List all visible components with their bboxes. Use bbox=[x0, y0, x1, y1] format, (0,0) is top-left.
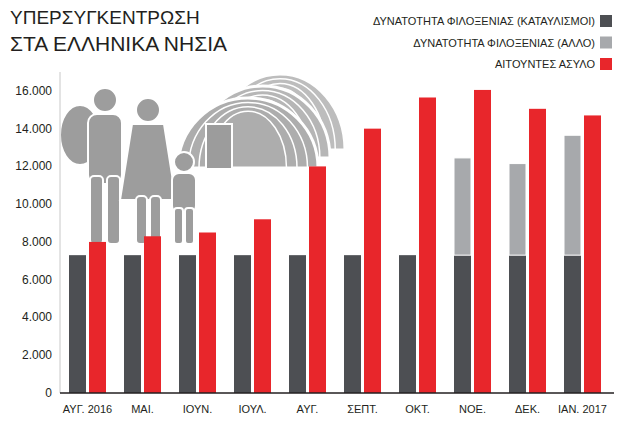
chart: ΥΠΕΡΣΥΓΚΕΝΤΡΩΣΗ ΣΤΑ ΕΛΛΗΝΙΚΑ ΝΗΣΙΑ 0 2.000 4… bbox=[0, 0, 630, 428]
legend-label: ΑΙΤΟΥΝΤΕΣ ΑΣΥΛΟ bbox=[495, 58, 595, 70]
x-tick-label: ΟΚΤ. bbox=[405, 403, 429, 415]
legend-swatch bbox=[600, 15, 612, 27]
bar bbox=[179, 255, 196, 393]
bar bbox=[124, 255, 141, 393]
background bbox=[0, 0, 630, 428]
bar bbox=[69, 255, 86, 393]
bar bbox=[289, 255, 306, 393]
y-tick-label: 14.000 bbox=[15, 122, 52, 136]
y-tick-label: 8.000 bbox=[22, 235, 52, 249]
x-tick-label: ΑΥΓ. 2016 bbox=[63, 403, 112, 415]
body bbox=[172, 173, 196, 213]
bar bbox=[199, 233, 216, 394]
subtitle: ΣΤΑ ΕΛΛΗΝΙΚΑ ΝΗΣΙΑ bbox=[10, 32, 227, 55]
tent bbox=[178, 98, 318, 168]
leg bbox=[107, 176, 120, 244]
x-tick-label: ΙΑΝ. 2017 bbox=[558, 403, 607, 415]
x-tick-label: ΝΟΕ. bbox=[459, 403, 486, 415]
tent-rib bbox=[189, 102, 308, 168]
x-tick-label: ΣΕΠΤ. bbox=[347, 403, 378, 415]
leg bbox=[90, 176, 103, 244]
y-tick-label: 0 bbox=[45, 386, 52, 400]
body bbox=[120, 124, 176, 200]
body bbox=[88, 114, 122, 184]
bar bbox=[399, 255, 416, 393]
bar bbox=[529, 109, 546, 393]
bar bbox=[474, 90, 491, 393]
bar bbox=[564, 135, 581, 255]
legend-label: ΔΥΝΑΤΟΤΗΤΑ ΦΙΛΟΞΕΝΙΑΣ (ΚΑΤΑΥΛΙΣΜΟΙ) bbox=[373, 15, 595, 27]
bar bbox=[344, 255, 361, 393]
bar bbox=[584, 115, 601, 393]
bar bbox=[234, 255, 251, 393]
bar bbox=[509, 255, 526, 393]
bar bbox=[254, 219, 271, 393]
y-axis-line bbox=[60, 72, 61, 393]
y-tick-label: 12.000 bbox=[15, 159, 52, 173]
legend-swatch bbox=[600, 58, 612, 70]
title: ΥΠΕΡΣΥΓΚΕΝΤΡΩΣΗ bbox=[10, 7, 200, 28]
head bbox=[136, 98, 160, 122]
head bbox=[174, 152, 194, 172]
y-tick-label: 10.000 bbox=[15, 197, 52, 211]
family bbox=[60, 88, 196, 244]
y-tick-label: 2.000 bbox=[22, 348, 52, 362]
bar bbox=[89, 242, 106, 393]
x-tick-label: ΙΟΥΝ. bbox=[183, 403, 213, 415]
bar bbox=[419, 97, 436, 393]
bar bbox=[309, 166, 326, 393]
head bbox=[93, 88, 117, 112]
tent-door bbox=[207, 125, 231, 168]
bar bbox=[509, 164, 526, 256]
leg bbox=[185, 208, 194, 244]
legend-label: ΔΥΝΑΤΟΤΗΤΑ ΦΙΛΟΞΕΝΙΑΣ (ΑΛΛΟ) bbox=[413, 37, 595, 49]
bar bbox=[564, 255, 581, 393]
y-tick-label: 16.000 bbox=[15, 84, 52, 98]
bar bbox=[454, 255, 471, 393]
x-tick-label: ΜΑΙ. bbox=[131, 403, 154, 415]
tent-door bbox=[205, 123, 233, 168]
bar bbox=[454, 158, 471, 255]
tent-rib bbox=[199, 107, 297, 168]
legend-swatch bbox=[600, 37, 612, 49]
bar bbox=[364, 129, 381, 393]
bars bbox=[69, 90, 601, 393]
x-tick-label: ΔΕΚ. bbox=[515, 403, 540, 415]
bar bbox=[144, 236, 161, 393]
icon bbox=[60, 74, 345, 244]
baseline bbox=[60, 392, 614, 394]
leg bbox=[174, 208, 183, 244]
y-tick-label: 4.000 bbox=[22, 310, 52, 324]
x-tick-label: ΑΥΓ. bbox=[297, 403, 319, 415]
y-tick-label: 6.000 bbox=[22, 273, 52, 287]
x-tick-label: ΙΟΥΛ. bbox=[238, 403, 266, 415]
